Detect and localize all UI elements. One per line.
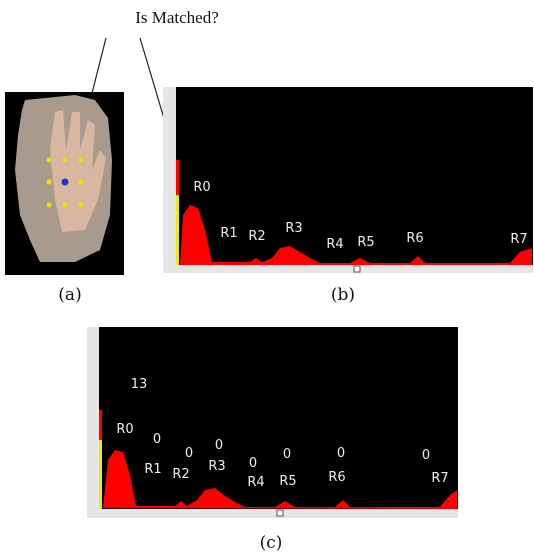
score: 0: [337, 446, 345, 461]
score: 0: [422, 448, 430, 463]
region-label: R3: [208, 459, 225, 474]
region-label: R7: [431, 471, 448, 486]
histogram-window: [163, 87, 533, 273]
score: 0: [283, 447, 291, 462]
region-label: R1: [144, 462, 161, 477]
region-label: R5: [279, 474, 296, 489]
region-label: R0: [116, 422, 133, 437]
question: Is Matched?: [135, 8, 219, 27]
region-label: R0: [193, 180, 210, 195]
region-label: R2: [248, 229, 265, 244]
panel-label: (c): [260, 533, 283, 553]
hand-image: [5, 92, 124, 275]
score: 0: [153, 432, 161, 447]
region-label: R3: [285, 221, 302, 236]
region-label: R6: [328, 470, 345, 485]
region-label: R4: [247, 475, 264, 490]
histogram-window: [87, 327, 458, 518]
score: 0: [249, 456, 257, 471]
score: 0: [185, 446, 193, 461]
region-label: R7: [510, 232, 527, 247]
region-label: R5: [357, 235, 374, 250]
panel-label: (b): [331, 285, 355, 305]
region-label: R6: [406, 231, 423, 246]
score: 0: [215, 438, 223, 453]
region-label: R2: [172, 467, 189, 482]
score: 13: [131, 377, 148, 392]
panel-label: (a): [58, 285, 81, 305]
figure: Is Matched? (a) R0 R1 R2 R3 R4 R5 R6 R7 …: [0, 0, 534, 557]
region-label: R4: [326, 237, 343, 252]
region-label: R1: [220, 226, 237, 241]
